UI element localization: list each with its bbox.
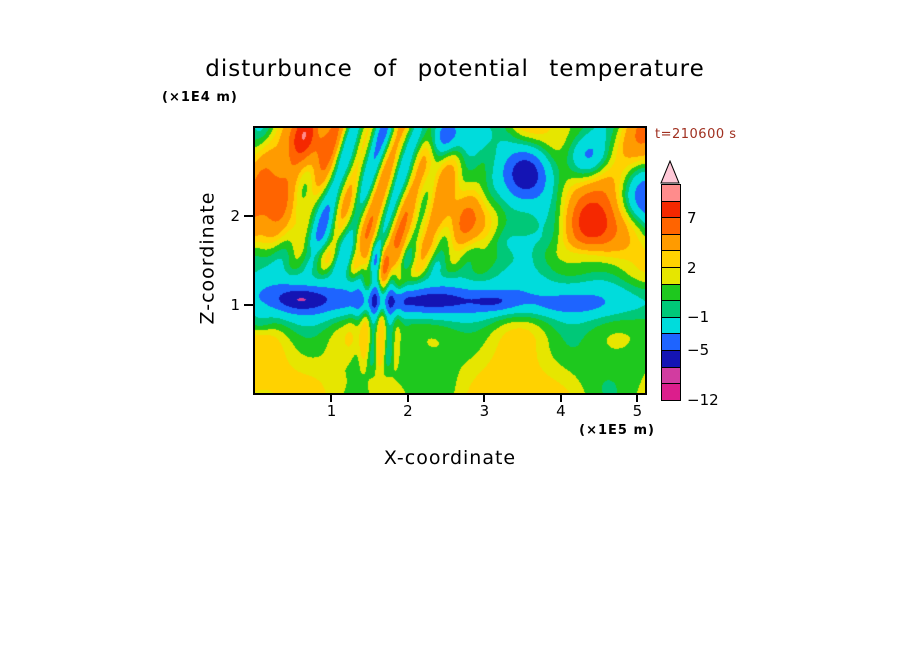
colorbar-segment xyxy=(662,185,680,201)
colorbar-label: 2 xyxy=(687,258,697,277)
colorbar-label: 7 xyxy=(687,209,697,228)
x-axis-unit: (×1E5 m) xyxy=(579,423,655,438)
y-tick-mark xyxy=(244,303,253,306)
colorbar-segment xyxy=(662,366,680,384)
y-tick-label: 1 xyxy=(230,295,240,314)
x-tick-label: 2 xyxy=(403,402,413,420)
x-tick-label: 5 xyxy=(632,402,643,420)
time-annotation: t=210600 s xyxy=(655,127,737,142)
colorbar-segment xyxy=(662,383,680,400)
colorbar-over-arrow-icon xyxy=(660,160,680,184)
y-tick-mark xyxy=(244,215,253,218)
colorbar-label: −1 xyxy=(687,308,710,327)
colorbar-label: −5 xyxy=(687,341,710,360)
colorbar-segment xyxy=(662,283,680,301)
colorbar-segment xyxy=(662,333,680,351)
colorbar-segment xyxy=(662,316,680,334)
x-tick-mark xyxy=(483,395,486,402)
plot-area xyxy=(253,126,647,395)
colorbar-label: −12 xyxy=(687,391,719,409)
x-tick-label: 3 xyxy=(479,402,490,420)
x-tick-mark xyxy=(330,395,333,402)
contour-field-canvas xyxy=(255,128,645,393)
colorbar-segment xyxy=(662,233,680,251)
colorbar-segment xyxy=(662,267,680,284)
x-tick-label: 4 xyxy=(556,402,566,420)
y-axis-label: Z-coordinate xyxy=(196,191,219,325)
x-tick-mark xyxy=(636,395,639,402)
colorbar-segment xyxy=(662,300,680,317)
colorbar-segment xyxy=(662,350,680,367)
colorbar-segment xyxy=(662,200,680,218)
colorbar-segment xyxy=(662,250,680,268)
y-axis-unit: (×1E4 m) xyxy=(162,90,238,105)
colorbar xyxy=(661,184,681,401)
chart-title: disturbunce of potential temperature xyxy=(205,56,705,82)
x-axis-label: X-coordinate xyxy=(383,447,517,469)
x-tick-label: 1 xyxy=(326,402,337,420)
y-tick-label: 2 xyxy=(230,207,240,226)
x-tick-mark xyxy=(406,395,409,402)
colorbar-segment xyxy=(662,217,680,234)
x-tick-mark xyxy=(559,395,562,402)
